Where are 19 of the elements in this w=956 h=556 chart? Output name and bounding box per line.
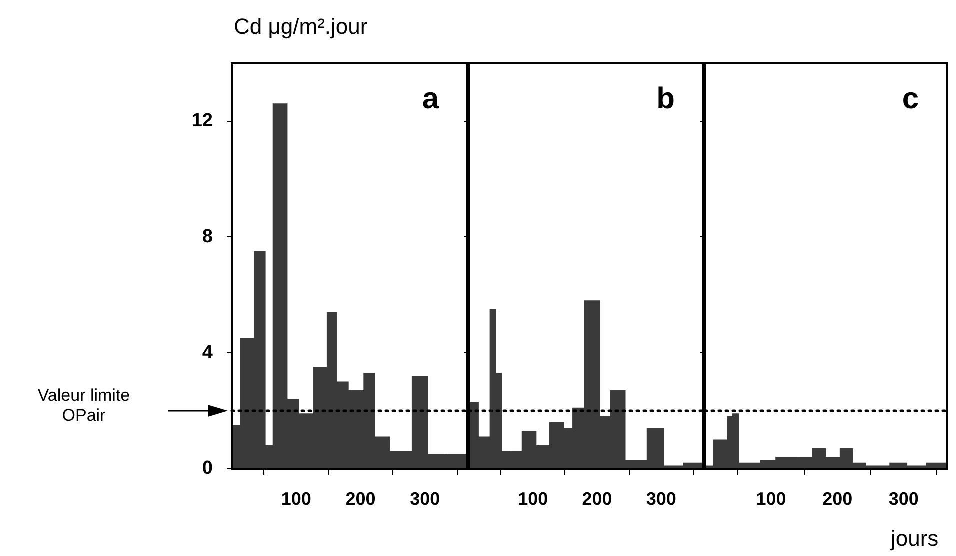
x-tick-label: 100 — [518, 488, 548, 509]
y-tick-label: 8 — [202, 226, 213, 248]
x-tick-label: 300 — [888, 488, 919, 509]
ref-line-label: Valeur limite OPair — [36, 386, 132, 426]
y-tick-label: 12 — [192, 110, 213, 132]
x-tick-label: 200 — [346, 488, 376, 509]
annotation: c — [902, 82, 919, 116]
y-axis-title: Cd μg/m².jour — [234, 14, 368, 40]
x-tick-label: 200 — [822, 488, 853, 509]
x-tick-label: 300 — [410, 488, 440, 509]
x-tick-label: 100 — [756, 488, 786, 509]
y-tick-label: 4 — [202, 342, 214, 364]
y-tick-label: 0 — [202, 458, 213, 480]
x-tick-label: 300 — [646, 488, 676, 509]
annotation: b — [656, 82, 675, 116]
annotation: a — [422, 82, 440, 116]
x-tick-label: 100 — [281, 488, 312, 509]
x-tick-label: 200 — [582, 488, 612, 509]
x-axis-title: jours — [891, 526, 939, 552]
